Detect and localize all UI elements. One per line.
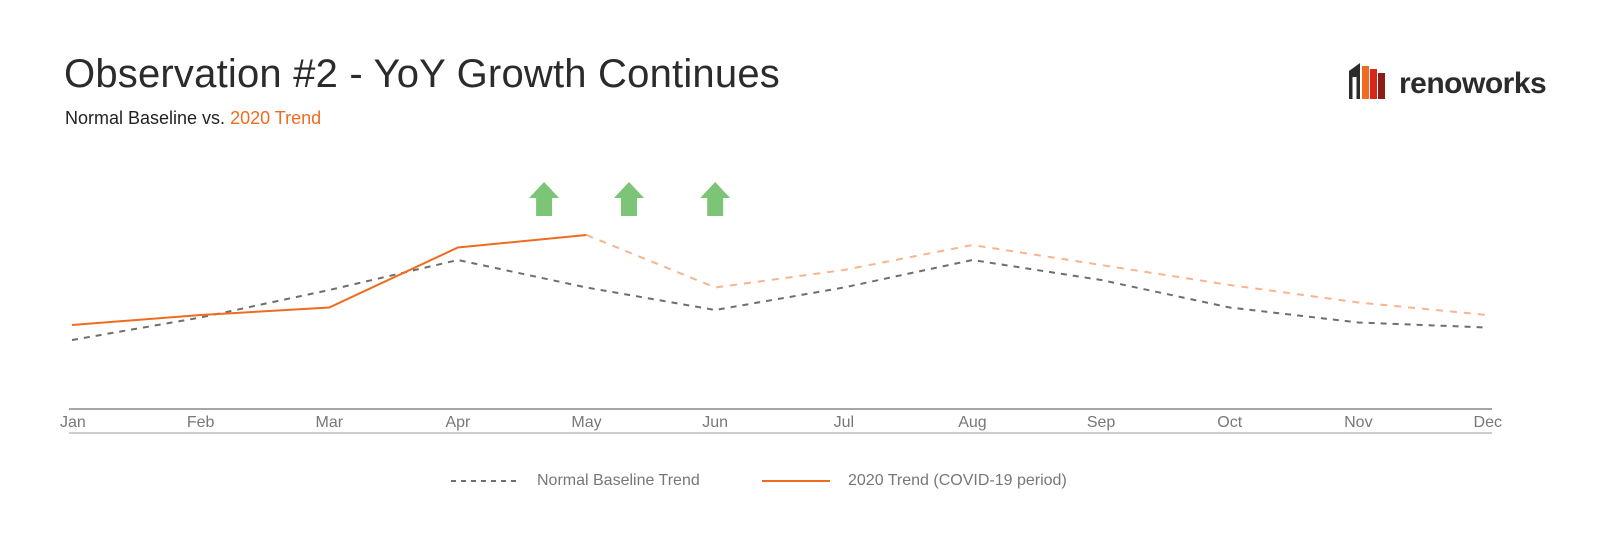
subtitle-highlight: 2020 Trend	[230, 108, 322, 128]
x-tick-label: Jun	[702, 414, 728, 431]
series-line-0	[71, 258, 1488, 341]
x-tick-label: Dec	[1474, 414, 1502, 431]
x-tick-label: Feb	[187, 414, 215, 431]
x-tick-label: Aug	[958, 414, 986, 431]
x-tick-label: Mar	[315, 414, 343, 431]
line-chart: Jan Feb Mar Apr May Jun Jul Aug Sep Oct Nov Dec	[60, 182, 1502, 434]
series-line-1	[71, 234, 587, 326]
subtitle-prefix: Normal Baseline vs.	[65, 108, 231, 128]
up-arrow-icon	[529, 182, 560, 216]
x-tick-label: Sep	[1087, 414, 1116, 431]
x-tick-label: May	[571, 414, 601, 431]
chart-title: Observation #2 - YoY Growth Continues	[64, 52, 780, 96]
x-tick-label: Apr	[445, 414, 471, 431]
series-line-2	[586, 234, 1488, 316]
x-tick-label: Nov	[1344, 414, 1372, 431]
up-arrow-icon	[700, 182, 731, 216]
chart-legend: Normal Baseline Trend 2020 Trend (COVID-…	[451, 472, 1091, 494]
x-tick-label: Jan	[60, 414, 86, 431]
legend-swatch-solid	[762, 480, 830, 482]
up-arrow-icon	[613, 182, 644, 216]
logo-mark-icon	[1349, 63, 1385, 99]
legend-label-2020: 2020 Trend (COVID-19 period)	[848, 472, 1067, 489]
x-tick-label: Jul	[834, 414, 854, 431]
legend-label-baseline: Normal Baseline Trend	[537, 472, 700, 489]
chart-subtitle: Normal Baseline vs. 2020 Trend	[65, 108, 321, 129]
legend-swatch-dashed	[451, 480, 519, 482]
logo-text: renoworks	[1399, 67, 1547, 100]
x-tick-label: Oct	[1217, 414, 1242, 431]
